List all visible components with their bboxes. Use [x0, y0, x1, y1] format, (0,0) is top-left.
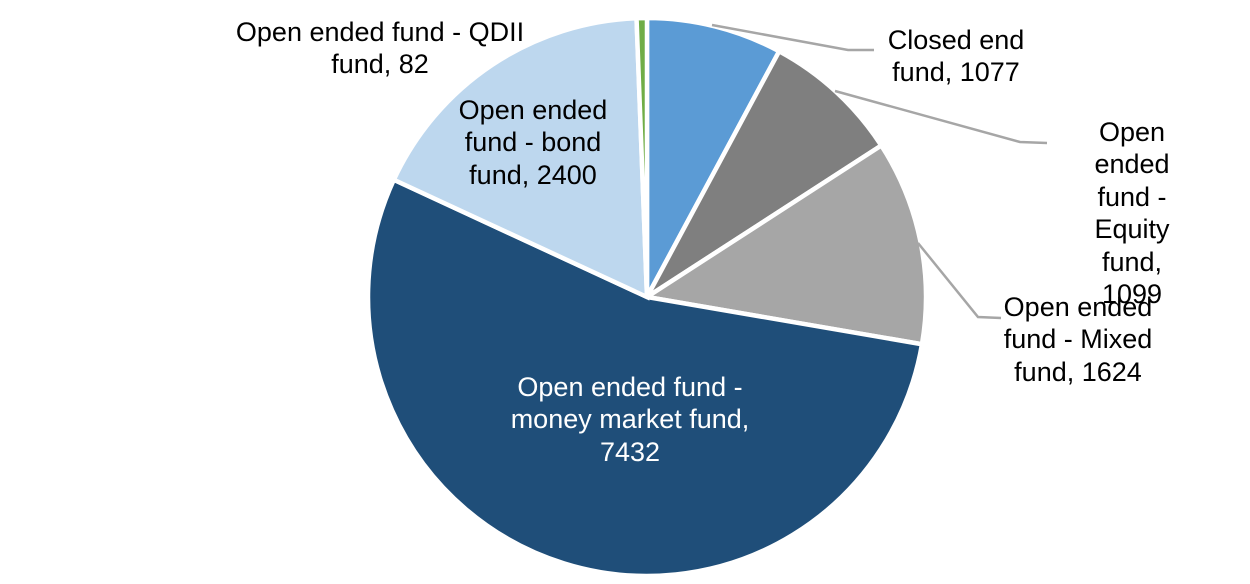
data-label-equity-fund: Open ended fund - Equity fund, 1099 [1094, 117, 1170, 309]
data-label-qdii-fund: Open ended fund - QDII fund, 82 [235, 17, 525, 80]
pie-slice-mixed-fund [640, 142, 929, 347]
pie-slice-qdii-fund [634, 15, 650, 298]
data-label-money-market-fund: Open ended fund - money market fund, 743… [510, 372, 750, 467]
pie-slice-bond-fund [390, 15, 650, 301]
data-label-mixed-fund: Open ended fund - Mixed fund, 1624 [1003, 292, 1153, 387]
leader-line-equity-fund [834, 89, 1048, 145]
pie-slice-money-market-fund [365, 176, 925, 579]
leader-line-mixed-fund [917, 242, 1002, 320]
data-label-bond-fund: Open ended fund - bond fund, 2400 [458, 95, 608, 190]
leader-line-closed-end-fund [711, 23, 874, 52]
data-label-closed-end-fund: Closed end fund, 1077 [887, 25, 1025, 88]
